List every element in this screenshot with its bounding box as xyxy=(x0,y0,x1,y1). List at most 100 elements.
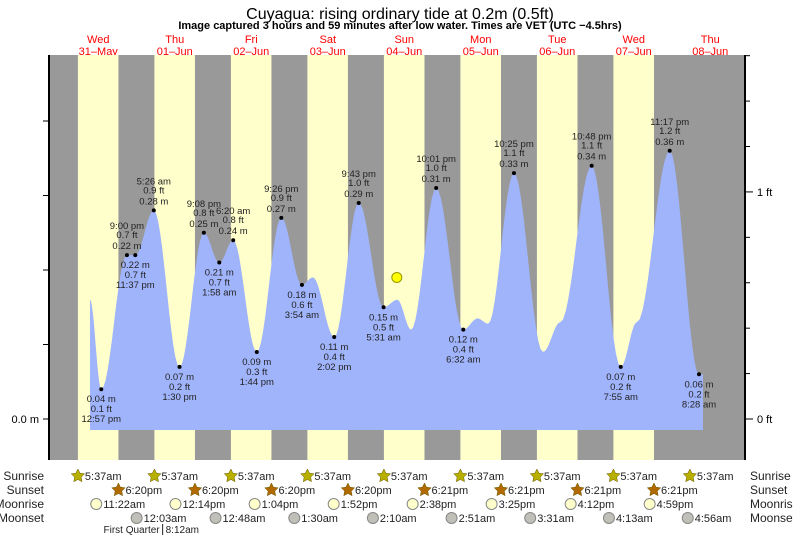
moonrise-time: 3:25pm xyxy=(499,499,536,511)
moonrise-icon xyxy=(248,498,261,510)
low-tide-ft-label: 0.7 ft xyxy=(209,278,230,289)
sunset-time: 6:20pm xyxy=(355,485,392,497)
high-tide-point xyxy=(201,230,206,235)
low-tide-point xyxy=(99,387,104,392)
high-tide-time-label: 10:01 pm xyxy=(416,154,456,165)
low-tide-time-label: 1:30 pm xyxy=(162,392,196,403)
low-tide-m-label: 0.04 m xyxy=(87,394,116,405)
day-labels: Wed31–MayThu01–JunFri02–JunSat03–JunSun0… xyxy=(79,34,729,58)
right-axis-label: 1 ft xyxy=(757,187,772,199)
sunrise-icon xyxy=(453,468,468,483)
low-tide-m-label: 0.18 m xyxy=(287,290,316,301)
sunset-row-label-right: Sunset xyxy=(750,483,788,497)
sunrise-icon xyxy=(376,468,392,483)
high-tide-ft-label: 1.2 ft xyxy=(659,126,680,137)
low-tide-time-label: 5:31 am xyxy=(366,332,400,343)
moonset-icon xyxy=(681,512,694,524)
sunset-icon xyxy=(646,482,662,497)
moonset-time: 2:51am xyxy=(459,513,496,525)
low-tide-time-label: 11:37 pm xyxy=(116,280,155,291)
moonset-row-label-right: Moonset xyxy=(750,511,793,525)
moonset-icon xyxy=(445,512,458,524)
sunrise-time: 5:37am xyxy=(161,471,198,483)
high-tide-point xyxy=(667,148,672,153)
high-tide-point xyxy=(356,200,361,205)
moonrise-icon xyxy=(90,498,103,510)
sunset-time: 6:21pm xyxy=(584,485,621,497)
moonset-time: 1:30am xyxy=(301,513,338,525)
chart-subtitle: Image captured 3 hours and 59 minutes af… xyxy=(178,20,622,32)
high-tide-ft-label: 1.1 ft xyxy=(581,141,602,152)
low-tide-point xyxy=(217,260,222,265)
low-tide-m-label: 0.07 m xyxy=(165,372,194,383)
high-tide-time-label: 9:26 pm xyxy=(264,184,298,195)
moon-phase-time: 8:12am xyxy=(166,525,199,536)
low-tide-ft-label: 0.6 ft xyxy=(291,300,312,311)
low-tide-ft-label: 0.5 ft xyxy=(373,322,394,333)
sunset-time: 6:21pm xyxy=(661,485,698,497)
sunset-time: 6:21pm xyxy=(508,485,545,497)
low-tide-time-label: 8:28 am xyxy=(682,399,716,410)
low-tide-point xyxy=(254,349,259,354)
sunset-icon xyxy=(493,482,509,497)
high-tide-ft-label: 0.9 ft xyxy=(271,193,292,204)
sunrise-icon xyxy=(529,468,545,483)
high-tide-point xyxy=(434,186,439,191)
sunrise-time: 5:37am xyxy=(620,471,657,483)
low-tide-point xyxy=(299,282,304,287)
low-tide-point xyxy=(381,305,386,310)
day-name-label: Wed xyxy=(623,34,645,46)
moonrise-time: 1:04pm xyxy=(262,499,299,511)
high-tide-m-label: 0.36 m xyxy=(655,137,684,148)
sunset-icon xyxy=(264,482,279,497)
moonrise-icon xyxy=(406,498,419,510)
high-tide-time-label: 10:48 pm xyxy=(572,132,612,143)
sunset-row-label-left: Sunset xyxy=(7,483,45,497)
sunrise-time: 5:37am xyxy=(467,471,504,483)
high-tide-m-label: 0.27 m xyxy=(267,204,296,215)
sunrise-time: 5:37am xyxy=(391,471,428,483)
low-tide-ft-label: 0.3 ft xyxy=(246,367,267,378)
moonrise-row-label-right: Moonrise xyxy=(750,497,793,511)
day-name-label: Sun xyxy=(394,34,414,46)
low-tide-m-label: 0.12 m xyxy=(449,335,478,346)
high-tide-point xyxy=(124,253,129,258)
moonrise-time: 4:59pm xyxy=(657,499,694,511)
low-tide-ft-label: 0.7 ft xyxy=(125,270,146,281)
high-tide-ft-label: 1.1 ft xyxy=(503,148,524,159)
sunrise-icon xyxy=(70,468,86,483)
low-tide-time-label: 12:57 pm xyxy=(81,414,121,425)
moonrise-icon xyxy=(643,498,656,510)
low-tide-point xyxy=(461,327,466,332)
tide-area xyxy=(90,150,703,431)
moonset-icon xyxy=(130,512,143,524)
high-tide-ft-label: 0.9 ft xyxy=(143,185,164,196)
sunrise-time: 5:37am xyxy=(314,471,351,483)
high-tide-m-label: 0.28 m xyxy=(139,196,168,207)
moon-phase-label: First Quarter xyxy=(104,525,161,536)
high-tide-point xyxy=(589,163,594,168)
high-tide-m-label: 0.22 m xyxy=(112,241,141,252)
high-tide-time-label: 11:17 pm xyxy=(650,117,689,128)
sunset-icon xyxy=(570,482,585,497)
high-tide-point xyxy=(151,208,156,213)
day-name-label: Tue xyxy=(548,34,567,46)
current-tide-marker xyxy=(391,271,403,283)
sunset-time: 6:20pm xyxy=(202,485,239,497)
sunset-icon xyxy=(111,482,126,497)
low-tide-point xyxy=(177,364,182,369)
high-tide-m-label: 0.31 m xyxy=(422,174,451,185)
high-tide-ft-label: 0.7 ft xyxy=(116,230,137,241)
moonset-icon xyxy=(366,512,379,524)
moonset-time: 3:31am xyxy=(537,513,574,525)
moonrise-time: 2:38pm xyxy=(420,499,457,511)
moonrise-icon xyxy=(564,498,577,510)
low-tide-ft-label: 0.2 ft xyxy=(610,382,631,393)
low-tide-time-label: 3:54 am xyxy=(285,310,319,321)
moonrise-time: 12:14pm xyxy=(182,499,225,511)
moonset-time: 4:56am xyxy=(695,513,732,525)
low-tide-point xyxy=(696,372,701,377)
left-axis-zero-label: 0.0 m xyxy=(11,414,39,426)
sunrise-time: 5:37am xyxy=(85,471,122,483)
